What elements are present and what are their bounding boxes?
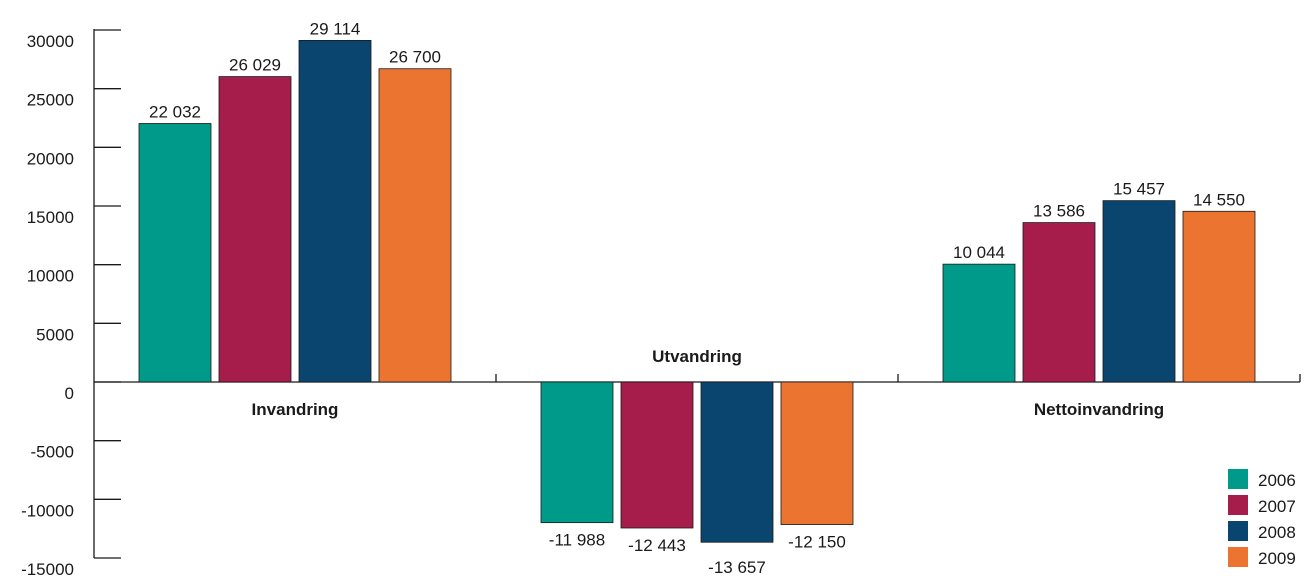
y-tick-label: -10000: [21, 501, 74, 520]
data-label: -12 443: [628, 536, 686, 555]
category-label: Nettoinvandring: [1034, 400, 1164, 419]
bar-2007-nettoinvandring: [1022, 222, 1096, 383]
data-label: 10 044: [953, 243, 1005, 262]
legend-swatch: [1228, 495, 1248, 515]
bar-2009-nettoinvandring: [1182, 210, 1256, 383]
category-label: Invandring: [252, 400, 339, 419]
bar-2008-invandring: [298, 39, 372, 383]
y-tick-label: 10000: [27, 267, 74, 286]
legend-label: 2007: [1258, 497, 1296, 516]
y-tick-label: 15000: [27, 208, 74, 227]
data-label: -12 150: [788, 533, 846, 552]
data-label: 13 586: [1033, 202, 1085, 221]
legend-label: 2009: [1258, 549, 1296, 568]
data-label: -13 657: [708, 558, 766, 576]
legend: 2006 2007 2008 2009: [1228, 469, 1296, 568]
data-labels: 22 032 26 029 29 114 26 700 Invandring -11 98…: [149, 19, 1245, 576]
bar-2009-invandring: [378, 68, 452, 383]
data-label: 26 029: [229, 56, 281, 75]
legend-swatch: [1228, 469, 1248, 489]
y-tick-label: 5000: [36, 325, 74, 344]
bar-2008-utvandring: [700, 381, 774, 543]
data-label: 26 700: [389, 48, 441, 67]
y-tick-label: 0: [65, 384, 74, 403]
bar-2008-nettoinvandring: [1102, 200, 1176, 383]
bar-2006-nettoinvandring: [942, 263, 1016, 383]
legend-swatch: [1228, 521, 1248, 541]
y-tick-label: -15000: [21, 560, 74, 576]
legend-label: 2006: [1258, 471, 1296, 490]
axes: 30000 25000 20000 15000 10000 5000 0 -5000 -1000…: [21, 29, 1301, 576]
category-label: Utvandring: [652, 347, 742, 366]
bar-2006-invandring: [138, 123, 212, 383]
legend-swatch: [1228, 547, 1248, 567]
bar-2006-utvandring: [540, 381, 614, 524]
bars: [138, 39, 1256, 543]
bar-2007-utvandring: [620, 381, 694, 529]
data-label: 22 032: [149, 102, 201, 121]
data-label: 14 550: [1193, 190, 1245, 209]
data-label: -11 988: [549, 531, 605, 550]
data-label: 29 114: [310, 19, 361, 38]
data-label: 15 457: [1113, 180, 1165, 199]
bar-2007-invandring: [218, 76, 292, 383]
y-tick-label: 30000: [27, 32, 74, 51]
y-tick-label: 20000: [27, 149, 74, 168]
y-tick-label: 25000: [27, 91, 74, 110]
y-tick-label: -5000: [31, 443, 74, 462]
legend-label: 2008: [1258, 523, 1296, 542]
bar-2009-utvandring: [780, 381, 854, 525]
